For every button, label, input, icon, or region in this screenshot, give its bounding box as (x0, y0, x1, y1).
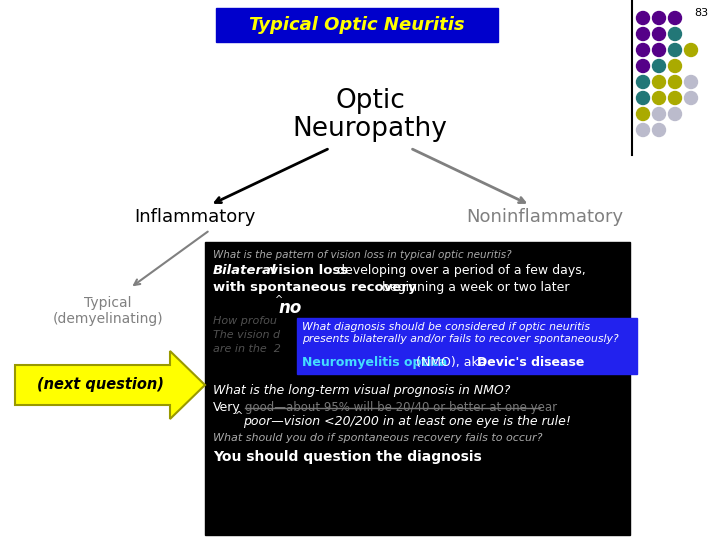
Text: are in the  2: are in the 2 (213, 344, 281, 354)
Text: Neuromyelitis optica: Neuromyelitis optica (302, 356, 447, 369)
FancyBboxPatch shape (297, 318, 637, 374)
Text: What should you do if spontaneous recovery fails to occur?: What should you do if spontaneous recove… (213, 433, 542, 443)
Circle shape (652, 91, 665, 105)
Text: vision loss: vision loss (265, 264, 348, 277)
Circle shape (685, 76, 698, 89)
Circle shape (668, 11, 682, 24)
Text: Typical Optic Neuritis: Typical Optic Neuritis (249, 16, 465, 34)
Text: Inflammatory: Inflammatory (135, 208, 256, 226)
Polygon shape (15, 351, 205, 419)
Circle shape (652, 76, 665, 89)
Circle shape (652, 107, 665, 120)
Circle shape (668, 107, 682, 120)
Circle shape (668, 59, 682, 72)
Text: ary: ary (607, 344, 625, 354)
Text: What is the long-term visual prognosis in NMO?: What is the long-term visual prognosis i… (213, 384, 510, 397)
Text: (NMO), aka: (NMO), aka (412, 356, 490, 369)
Circle shape (636, 11, 649, 24)
Text: developing over a period of a few days,: developing over a period of a few days, (333, 264, 586, 277)
Text: with spontaneous recovery: with spontaneous recovery (213, 281, 417, 294)
Text: poor—vision <20/200 in at least one eye is the rule!: poor—vision <20/200 in at least one eye … (243, 415, 571, 428)
Text: Bilateral: Bilateral (213, 264, 276, 277)
Text: Optic
Neuropathy: Optic Neuropathy (292, 88, 447, 142)
Circle shape (668, 44, 682, 57)
Circle shape (636, 76, 649, 89)
Circle shape (636, 59, 649, 72)
FancyBboxPatch shape (216, 8, 498, 42)
Text: You should question the diagnosis: You should question the diagnosis (213, 450, 482, 464)
Text: beginning a week or two later: beginning a week or two later (378, 281, 570, 294)
Text: ^: ^ (275, 295, 283, 305)
Circle shape (652, 124, 665, 137)
Circle shape (652, 11, 665, 24)
Circle shape (636, 91, 649, 105)
Circle shape (636, 107, 649, 120)
Text: ^: ^ (235, 411, 243, 421)
Text: Noninflammatory: Noninflammatory (467, 208, 624, 226)
Circle shape (668, 76, 682, 89)
Text: What diagnosis should be considered if optic neuritis
presents bilaterally and/o: What diagnosis should be considered if o… (302, 322, 618, 345)
Text: How profou: How profou (213, 316, 277, 326)
Circle shape (685, 91, 698, 105)
Text: good—about 95% will be 20/40 or better at one year: good—about 95% will be 20/40 or better a… (245, 401, 557, 414)
Text: The vision d: The vision d (213, 330, 280, 340)
Text: (next question): (next question) (37, 377, 163, 393)
Circle shape (636, 28, 649, 40)
Circle shape (652, 44, 665, 57)
Circle shape (636, 44, 649, 57)
Circle shape (636, 124, 649, 137)
Text: What is the pattern of vision loss in typical optic neuritis?: What is the pattern of vision loss in ty… (213, 250, 512, 260)
Text: Very: Very (213, 401, 240, 414)
FancyBboxPatch shape (205, 242, 630, 535)
Circle shape (685, 44, 698, 57)
Text: Typical
(demyelinating): Typical (demyelinating) (53, 296, 163, 326)
Circle shape (668, 91, 682, 105)
Text: 83: 83 (694, 8, 708, 18)
Text: Devic's disease: Devic's disease (477, 356, 585, 369)
Circle shape (652, 59, 665, 72)
Circle shape (668, 28, 682, 40)
Circle shape (652, 28, 665, 40)
Text: no: no (278, 299, 301, 317)
